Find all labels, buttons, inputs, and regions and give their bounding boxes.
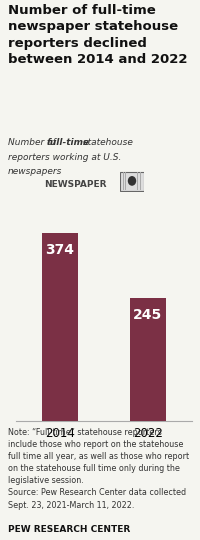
Bar [125, 172, 126, 190]
Text: 245: 245 [133, 308, 163, 322]
Bar [130, 298, 166, 421]
Bar [137, 172, 138, 190]
Text: PEW RESEARCH CENTER: PEW RESEARCH CENTER [8, 524, 130, 534]
Ellipse shape [128, 176, 136, 186]
Text: newspapers: newspapers [8, 167, 62, 177]
Text: reporters working at U.S.: reporters working at U.S. [8, 153, 121, 162]
Text: Note: “Full-time” statehouse reporters
include those who report on the statehous: Note: “Full-time” statehouse reporters i… [8, 428, 189, 510]
Text: NEWSPAPER: NEWSPAPER [44, 180, 106, 189]
Bar [123, 172, 124, 190]
Bar [42, 233, 78, 421]
Bar [140, 172, 141, 190]
Text: statehouse: statehouse [80, 138, 132, 147]
Text: full-time: full-time [47, 138, 90, 147]
Text: Number of: Number of [8, 138, 59, 147]
Text: 374: 374 [46, 244, 74, 258]
Bar [120, 172, 144, 191]
Text: Number of full-time
newspaper statehouse
reporters declined
between 2014 and 202: Number of full-time newspaper statehouse… [8, 4, 188, 66]
